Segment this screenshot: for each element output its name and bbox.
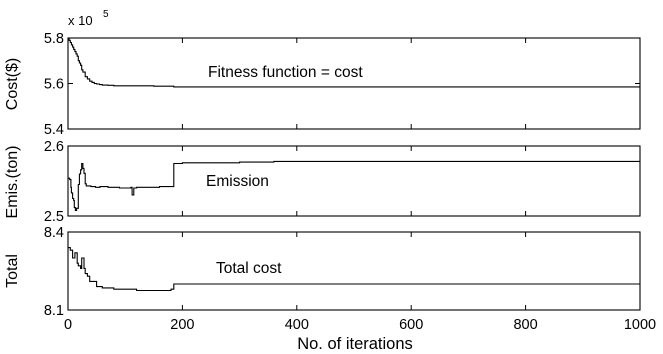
xtick-label: 1000 (624, 317, 656, 333)
xtick-label: 200 (170, 317, 194, 333)
cost-multiplier: x 10 (68, 13, 93, 28)
panel-emission: Emis.(ton) Emission 2.6 2.5 (4, 139, 641, 225)
xtick-label: 800 (513, 317, 537, 333)
ytick-label: 5.6 (44, 77, 64, 93)
x-axis-label: No. of iterations (297, 335, 413, 353)
ytick-label: 8.1 (44, 303, 64, 319)
x-tick-labels: 0 200 400 600 800 1000 (64, 317, 656, 333)
panel-cost-xticks (67, 38, 641, 129)
emission-series-line (68, 160, 640, 211)
panel-total-ylabel: Total (4, 254, 21, 288)
xtick-label: 400 (285, 317, 309, 333)
panel-total: Total Total cost 8.4 8.1 (4, 225, 641, 319)
panel-cost-ylabel: Cost($) (4, 58, 21, 110)
panel-cost-annotation: Fitness function = cost (208, 64, 363, 81)
panel-total-xticks (67, 232, 641, 310)
ytick-label: 5.4 (44, 122, 64, 138)
panel-cost: x 10 5 Cost($) Fitness function = cost 5… (4, 9, 641, 138)
ytick-label: 2.6 (44, 139, 64, 155)
panel-emission-xticks (67, 146, 641, 216)
xtick-label: 600 (399, 317, 423, 333)
panel-total-frame (67, 231, 641, 311)
panel-emission-ylabel: Emis.(ton) (4, 146, 21, 219)
ytick-label: 2.5 (44, 209, 64, 225)
ytick-label: 5.8 (44, 31, 64, 47)
ytick-label: 8.4 (44, 225, 64, 241)
total-series-line (68, 247, 640, 292)
panel-total-annotation: Total cost (216, 260, 282, 277)
cost-series-line (68, 37, 640, 88)
panel-total-yticks: 8.4 8.1 (44, 225, 640, 319)
panel-cost-frame (67, 37, 641, 130)
panel-emission-yticks: 2.6 2.5 (44, 139, 640, 225)
panel-emission-annotation: Emission (206, 173, 269, 190)
panel-cost-yticks: 5.8 5.6 5.4 (44, 31, 640, 138)
panel-emission-frame (67, 145, 641, 217)
xtick-label: 0 (64, 317, 72, 333)
cost-multiplier-exponent: 5 (103, 9, 109, 20)
